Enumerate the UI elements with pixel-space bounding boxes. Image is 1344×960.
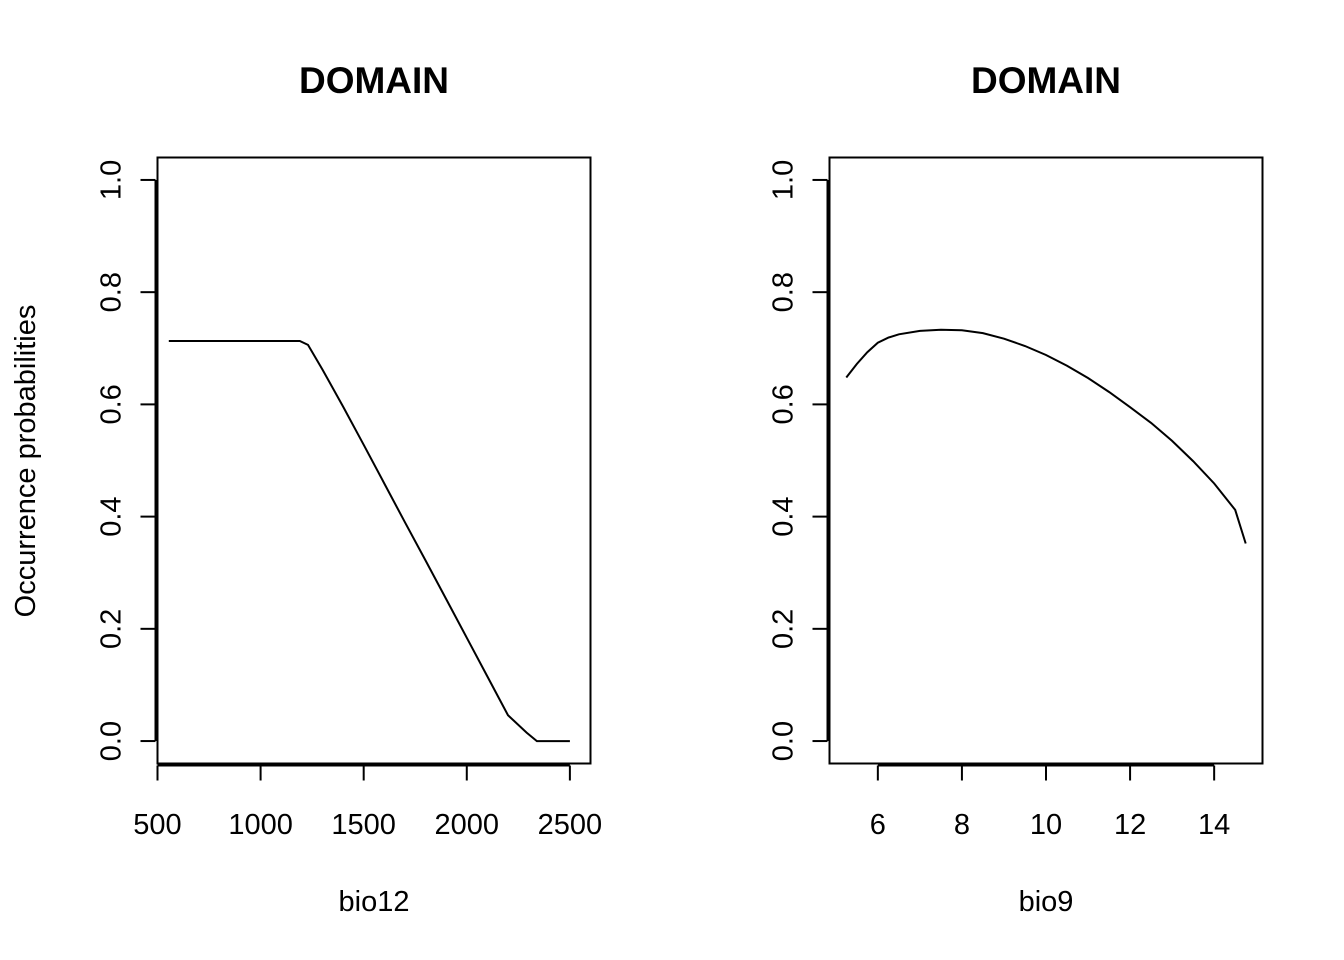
x-axis: 500 1000 1500 2000 2500 [133, 764, 603, 841]
x-tick-label: 8 [954, 809, 970, 841]
y-tick-label: 0.2 [768, 609, 800, 649]
y-tick-label: 0.8 [96, 272, 128, 312]
x-axis-label: bio12 [339, 886, 410, 918]
y-tick-label: 0.0 [768, 721, 800, 761]
y-axis: 0.0 0.2 0.4 0.6 0.8 1.0 [768, 160, 829, 761]
response-curve-line [168, 340, 570, 743]
y-tick-label: 0.2 [96, 609, 128, 649]
y-tick-label: 0.6 [96, 384, 128, 424]
x-tick-label: 14 [1198, 809, 1230, 841]
x-tick-label: 12 [1114, 809, 1146, 841]
x-tick-label: 500 [133, 809, 181, 841]
x-tick-label: 10 [1030, 809, 1062, 841]
y-tick-label: 1.0 [96, 160, 128, 200]
y-tick-label: 0.4 [96, 496, 128, 536]
y-tick-label: 0.8 [768, 272, 800, 312]
x-tick-label: 2500 [538, 809, 603, 841]
chart-title: DOMAIN [299, 60, 449, 101]
chart-title: DOMAIN [971, 60, 1121, 101]
response-curve-line [845, 328, 1247, 544]
y-tick-label: 0.0 [96, 721, 128, 761]
y-axis: 0.0 0.2 0.4 0.6 0.8 1.0 [96, 160, 157, 761]
plot-frame [156, 156, 592, 765]
chart-panel-bio9: DOMAIN 6 8 10 12 14 0.0 0.2 0.4 0.6 0.8 1.0 bio9 [768, 60, 1264, 918]
plot-frame [828, 156, 1264, 765]
y-tick-label: 0.4 [768, 496, 800, 536]
x-tick-label: 1000 [228, 809, 293, 841]
chart-panel-bio12: DOMAIN 500 1000 1500 2000 2500 0.00.20.40.60… [10, 60, 602, 918]
y-tick-label: 1.0 [768, 160, 800, 200]
x-tick-label: 1500 [331, 809, 396, 841]
y-tick-label: 0.6 [768, 384, 800, 424]
x-axis: 6 8 10 12 14 [870, 764, 1230, 841]
x-tick-label: 2000 [435, 809, 500, 841]
y-axis-label: Occurrence probabilities [10, 305, 42, 618]
x-axis-label: bio9 [1019, 886, 1074, 918]
x-tick-label: 6 [870, 809, 886, 841]
